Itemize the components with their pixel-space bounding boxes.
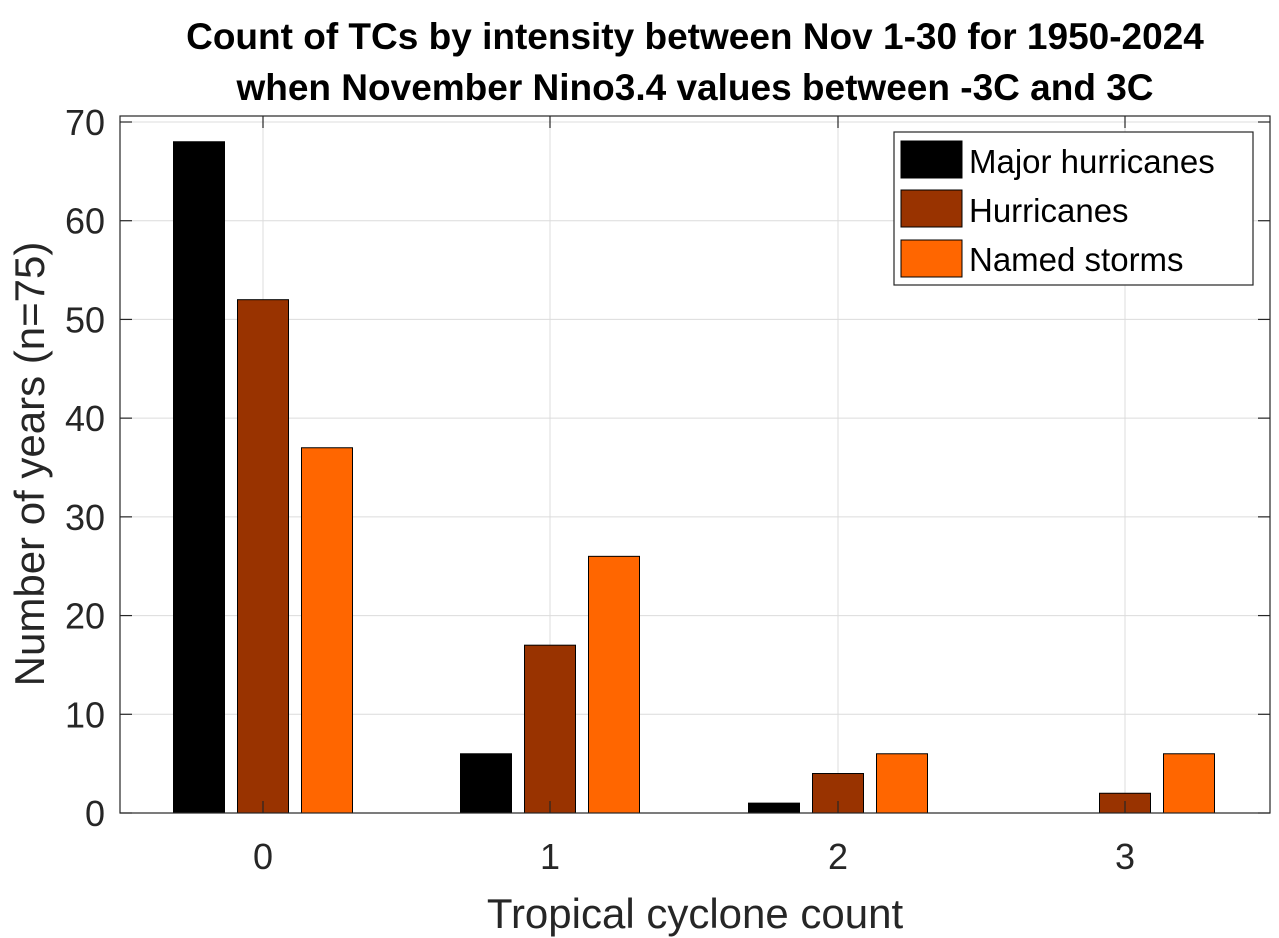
y-tick-label: 60 — [65, 201, 105, 242]
y-tick-label: 50 — [65, 299, 105, 340]
y-axis-label: Number of years (n=75) — [6, 242, 53, 687]
bar-hurricanes-0 — [237, 299, 289, 814]
y-tick-label: 0 — [85, 793, 105, 834]
legend-swatch-hurricanes — [900, 189, 963, 228]
legend-label-hurricanes: Hurricanes — [969, 192, 1129, 229]
chart-title-line-1: Count of TCs by intensity between Nov 1-… — [186, 16, 1204, 57]
y-tick-label: 40 — [65, 398, 105, 439]
legend-label-major-hurricanes: Major hurricanes — [969, 143, 1215, 180]
x-tick-label: 0 — [253, 836, 273, 877]
x-tick-label: 2 — [828, 836, 848, 877]
y-tick-labels: 0 10 20 30 40 50 60 70 — [65, 102, 105, 834]
legend-label-named-storms: Named storms — [969, 241, 1184, 278]
y-tick-label: 20 — [65, 596, 105, 637]
bars — [173, 141, 1215, 814]
bar-hurricanes-2 — [812, 773, 864, 814]
legend-swatch-named-storms — [900, 239, 963, 278]
y-tick-label: 70 — [65, 102, 105, 143]
x-axis-label: Tropical cyclone count — [487, 890, 904, 937]
bar-major-hurricanes-1 — [460, 753, 512, 814]
legend: Major hurricanes Hurricanes Named storms — [893, 131, 1254, 286]
x-tick-labels: 0 1 2 3 — [253, 836, 1135, 877]
x-tick-label: 1 — [540, 836, 560, 877]
bar-major-hurricanes-0 — [173, 141, 225, 814]
chart-title-line-2: when November Nino3.4 values between -3C… — [235, 67, 1153, 108]
legend-swatch-major-hurricanes — [900, 140, 963, 179]
x-tick-label: 3 — [1115, 836, 1135, 877]
plot-area-border — [119, 115, 1271, 814]
bar-named-storms-2 — [876, 753, 928, 814]
bar-named-storms-0 — [301, 447, 353, 814]
y-tick-label: 30 — [65, 497, 105, 538]
axis-ticks — [120, 116, 1270, 814]
bar-named-storms-3 — [1163, 753, 1215, 814]
bar-major-hurricanes-2 — [748, 802, 800, 814]
bar-hurricanes-1 — [524, 644, 576, 814]
bar-named-storms-1 — [588, 555, 640, 814]
y-tick-label: 10 — [65, 694, 105, 735]
